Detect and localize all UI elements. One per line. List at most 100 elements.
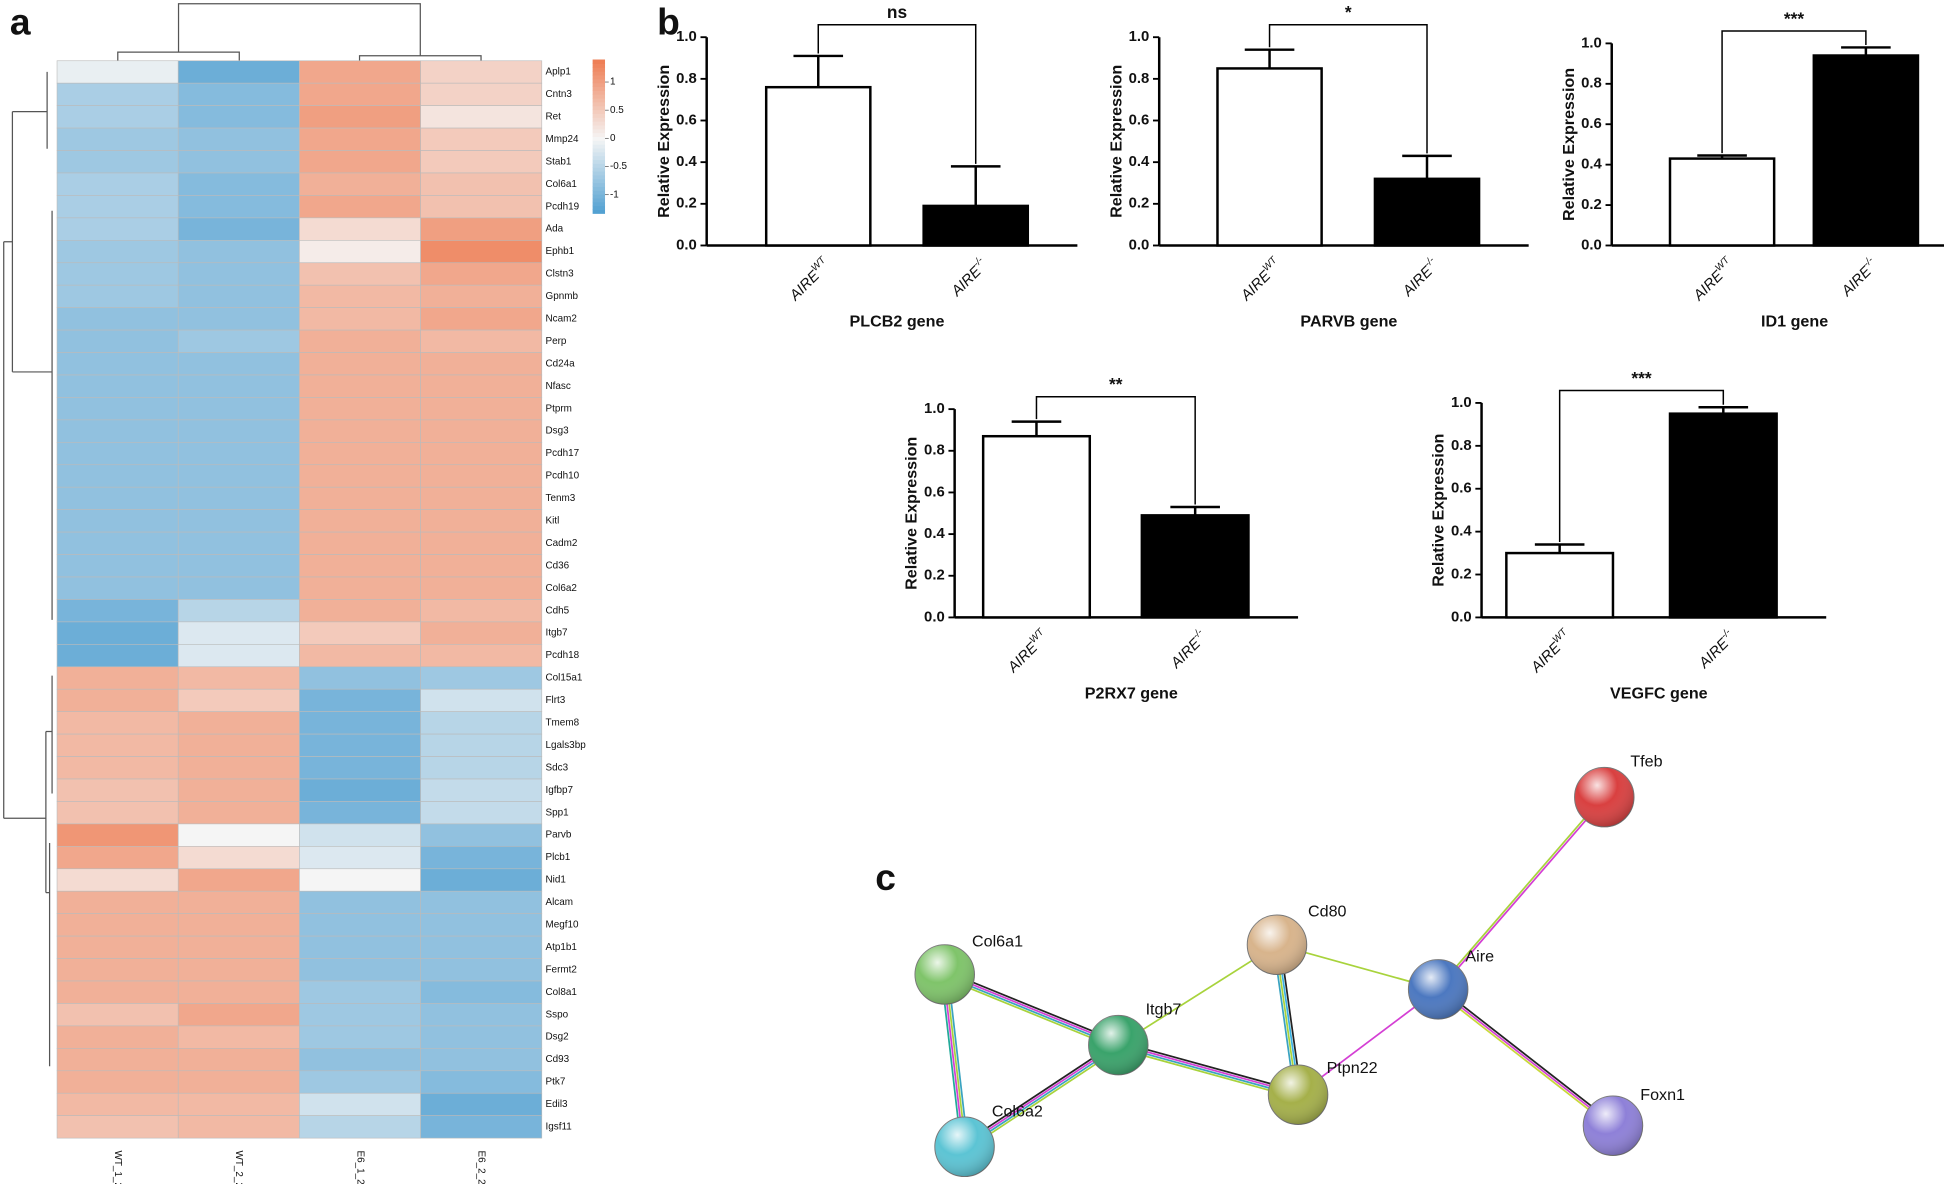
heatmap-cell xyxy=(177,531,300,555)
row-label: Ret xyxy=(546,111,562,122)
heatmap-cell xyxy=(420,374,543,398)
heatmap-cell xyxy=(56,307,179,331)
row-label: Mmp24 xyxy=(546,134,580,145)
colorbar-segment xyxy=(592,59,606,64)
colorbar-segment xyxy=(592,144,606,149)
row-label: Nid1 xyxy=(546,875,567,886)
row-label: Ptprm xyxy=(546,403,572,414)
heatmap-cell xyxy=(299,397,421,421)
x-axis-label: P2RX7 gene xyxy=(1085,685,1178,703)
colorbar-segment xyxy=(592,94,606,99)
y-tick-label: 0.8 xyxy=(1581,76,1602,92)
row-label: Aplp1 xyxy=(546,67,572,78)
heatmap-cell xyxy=(299,1048,421,1072)
network-node-label: Aire xyxy=(1465,947,1494,965)
y-tick-label: 0.6 xyxy=(676,112,697,128)
heatmap-cell xyxy=(420,217,543,241)
y-tick-label: 1.0 xyxy=(1581,35,1602,51)
colorbar-segment xyxy=(592,201,606,207)
heatmap-cell xyxy=(56,935,179,959)
heatmap-cell xyxy=(56,688,179,712)
heatmap-cell xyxy=(299,1070,421,1094)
network-edge xyxy=(1117,943,1278,1046)
network-node-label: Cd80 xyxy=(1308,903,1347,921)
colorbar-segment xyxy=(592,147,606,153)
heatmap-cell xyxy=(177,464,300,488)
colorbar-segment xyxy=(592,71,606,76)
y-axis-label: Relative Expression xyxy=(1430,434,1448,587)
network-node-shine xyxy=(914,944,975,1005)
y-tick-label: 0.8 xyxy=(676,71,697,87)
heatmap-cell xyxy=(420,1025,543,1049)
network-edge xyxy=(1437,988,1614,1127)
heatmap-cell xyxy=(177,1048,300,1072)
colorbar-segment xyxy=(592,167,606,172)
bar xyxy=(1668,412,1778,619)
network-node-shine xyxy=(1088,1015,1149,1075)
y-tick-label: 0.4 xyxy=(1451,524,1472,540)
heatmap-cell xyxy=(56,240,179,264)
row-label: Col6a1 xyxy=(546,179,578,190)
row-label: Cdh5 xyxy=(546,605,570,616)
significance-bracket xyxy=(1035,395,1196,505)
x-tick-label: AIRE-/- xyxy=(946,254,992,300)
heatmap-cell xyxy=(299,890,421,914)
heatmap-cell xyxy=(420,509,543,533)
heatmap-cell xyxy=(420,644,543,668)
heatmap-cell xyxy=(420,733,543,757)
network-edge xyxy=(944,972,1120,1045)
heatmap-cell xyxy=(299,778,421,802)
row-label: Pcdh18 xyxy=(546,650,580,661)
heatmap-cell xyxy=(56,733,179,757)
row-label: Cd24a xyxy=(546,358,576,369)
heatmap-cell xyxy=(177,105,300,129)
colorbar-tick-label: 1 xyxy=(610,77,616,88)
colorbar-segment xyxy=(592,105,606,111)
heatmap-cell xyxy=(56,419,179,443)
network-edge xyxy=(945,970,1120,1043)
colorbar-segment xyxy=(592,159,606,164)
row-label: Tmem8 xyxy=(546,718,580,729)
network-edge xyxy=(1439,986,1615,1125)
heatmap-cell xyxy=(299,913,421,937)
network-node-label: Col6a1 xyxy=(972,932,1023,950)
network: Tfeb Cd80 Aire Col6a1 Itgb7 Ptpn22 Col6a2 Foxn1 xyxy=(914,753,1685,1178)
colorbar-segment xyxy=(592,205,606,211)
heatmap-cell xyxy=(56,1025,179,1049)
heatmap-cell xyxy=(56,823,179,847)
heatmap-cell xyxy=(177,801,300,825)
heatmap-cell xyxy=(177,172,300,196)
category: AIRE xyxy=(948,263,985,300)
heatmap-cell xyxy=(56,397,179,421)
row-label: Megf10 xyxy=(546,920,580,931)
heatmap-cell xyxy=(299,621,421,645)
heatmap-cell xyxy=(56,82,179,106)
heatmap-cell xyxy=(56,262,179,286)
heatmap-cell xyxy=(56,890,179,914)
heatmap-cell xyxy=(177,868,300,892)
heatmap-cell xyxy=(177,711,300,735)
heatmap-cell xyxy=(56,756,179,780)
x-axis-label: ID1 gene xyxy=(1761,313,1828,331)
column-label: E6_2_2 xyxy=(476,1151,487,1184)
heatmap-cell xyxy=(420,935,543,959)
network-edge xyxy=(965,1047,1121,1151)
network-node-shine xyxy=(1408,959,1468,1020)
colorbar-segment xyxy=(592,163,606,168)
heatmap-cell xyxy=(177,1070,300,1094)
colorbar-segment xyxy=(592,170,606,176)
heatmap-cell xyxy=(420,756,543,780)
row-label: Ada xyxy=(546,224,564,235)
category: AIRE xyxy=(1399,263,1436,300)
heatmap-cell xyxy=(177,935,300,959)
heatmap-cell xyxy=(56,913,179,937)
x-tick-label: AIREWT xyxy=(1525,626,1576,677)
heatmap-cell xyxy=(56,778,179,802)
heatmap-cell xyxy=(420,307,543,331)
network-edge xyxy=(1436,990,1613,1129)
row-label: Clstn3 xyxy=(546,269,575,280)
x-tick-label: AIRE-/- xyxy=(1397,254,1443,300)
category: AIRE xyxy=(1238,267,1275,304)
heatmap-cell xyxy=(420,554,543,578)
y-tick-label: 0.0 xyxy=(1581,237,1602,253)
